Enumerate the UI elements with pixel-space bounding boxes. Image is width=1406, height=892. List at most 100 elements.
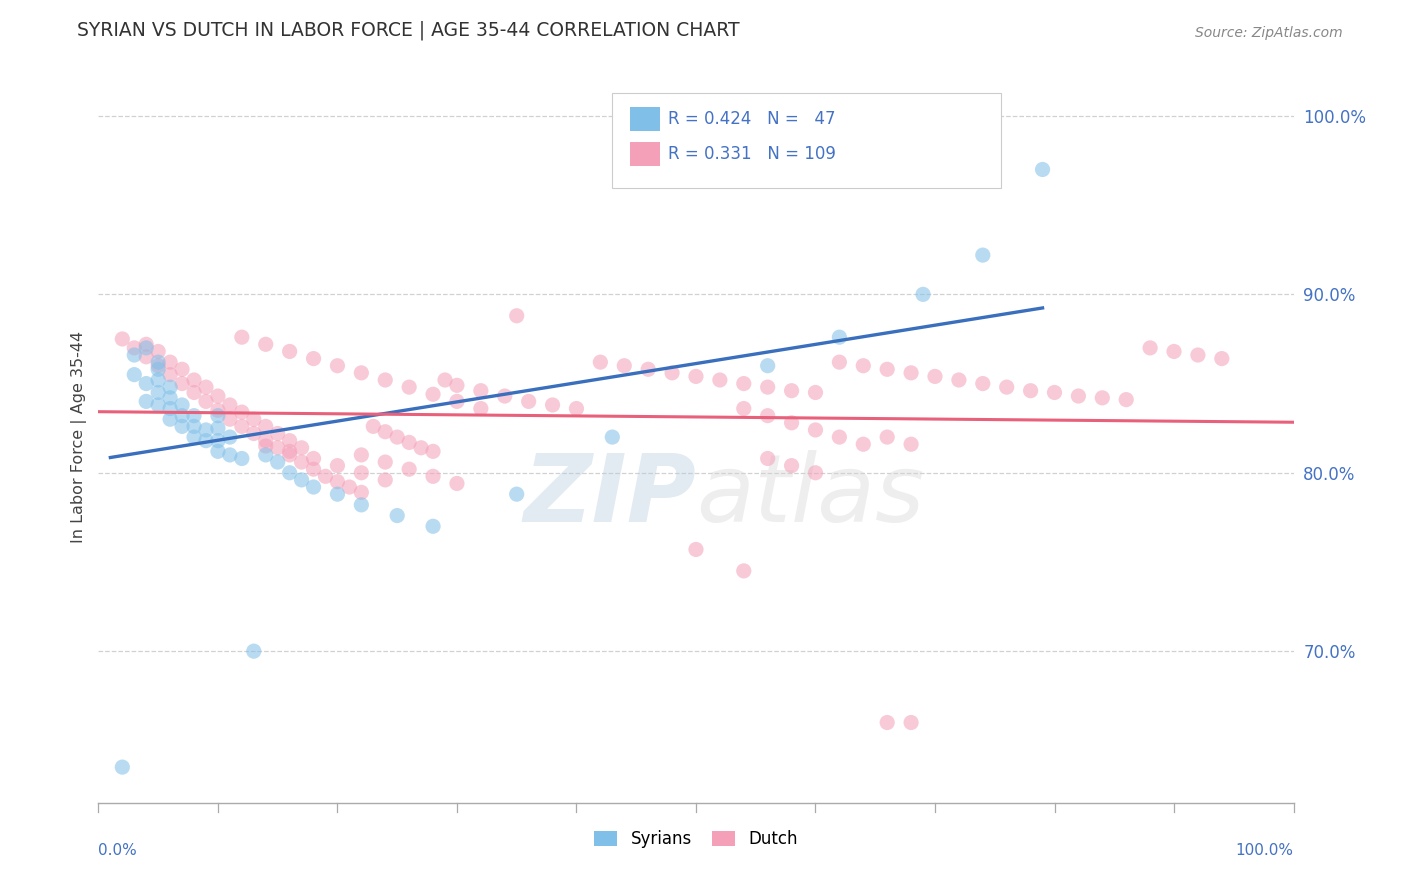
Syrians: [124, 348, 146, 362]
Syrians: [135, 341, 157, 355]
Dutch: [363, 419, 385, 434]
Dutch: [254, 439, 277, 453]
Dutch: [494, 389, 516, 403]
Syrians: [159, 401, 181, 416]
Dutch: [900, 715, 922, 730]
FancyBboxPatch shape: [613, 94, 1001, 188]
Syrians: [602, 430, 624, 444]
Dutch: [756, 409, 779, 423]
Dutch: [517, 394, 540, 409]
Dutch: [350, 448, 373, 462]
Dutch: [422, 444, 444, 458]
Dutch: [756, 380, 779, 394]
Syrians: [172, 419, 194, 434]
Syrians: [148, 398, 170, 412]
Dutch: [148, 344, 170, 359]
Dutch: [159, 368, 181, 382]
Dutch: [1115, 392, 1137, 407]
Dutch: [900, 366, 922, 380]
Syrians: [756, 359, 779, 373]
Dutch: [804, 423, 827, 437]
Dutch: [1043, 385, 1066, 400]
Dutch: [852, 359, 875, 373]
Syrians: [148, 362, 170, 376]
Dutch: [733, 564, 755, 578]
Text: R = 0.424   N =   47: R = 0.424 N = 47: [668, 110, 837, 128]
Dutch: [876, 715, 898, 730]
Dutch: [243, 412, 266, 426]
Dutch: [278, 434, 301, 448]
Dutch: [326, 458, 349, 473]
Text: atlas: atlas: [696, 450, 924, 541]
FancyBboxPatch shape: [630, 107, 661, 130]
Dutch: [278, 444, 301, 458]
Dutch: [1211, 351, 1233, 366]
Dutch: [183, 373, 205, 387]
Dutch: [613, 359, 636, 373]
Dutch: [685, 542, 707, 557]
Dutch: [446, 476, 468, 491]
Syrians: [135, 394, 157, 409]
Dutch: [254, 337, 277, 351]
Dutch: [278, 344, 301, 359]
Syrians: [219, 430, 242, 444]
Dutch: [231, 419, 253, 434]
Syrians: [183, 419, 205, 434]
Syrians: [828, 330, 851, 344]
Dutch: [637, 362, 659, 376]
Dutch: [446, 394, 468, 409]
Text: 100.0%: 100.0%: [1236, 843, 1294, 858]
Syrians: [291, 473, 314, 487]
Syrians: [195, 423, 218, 437]
Dutch: [254, 419, 277, 434]
Legend: Syrians, Dutch: Syrians, Dutch: [588, 823, 804, 855]
Dutch: [254, 434, 277, 448]
Syrians: [111, 760, 134, 774]
Dutch: [135, 337, 157, 351]
Dutch: [385, 430, 409, 444]
Y-axis label: In Labor Force | Age 35-44: In Labor Force | Age 35-44: [72, 331, 87, 543]
Syrians: [183, 430, 205, 444]
Dutch: [422, 387, 444, 401]
Text: ZIP: ZIP: [523, 450, 696, 541]
Dutch: [924, 369, 946, 384]
Dutch: [219, 412, 242, 426]
Dutch: [446, 378, 468, 392]
Dutch: [948, 373, 970, 387]
Syrians: [267, 455, 290, 469]
Dutch: [422, 469, 444, 483]
Dutch: [374, 473, 396, 487]
Text: 0.0%: 0.0%: [98, 843, 138, 858]
Dutch: [1019, 384, 1042, 398]
Syrians: [124, 368, 146, 382]
Syrians: [195, 434, 218, 448]
Dutch: [195, 380, 218, 394]
Dutch: [267, 441, 290, 455]
Dutch: [756, 451, 779, 466]
FancyBboxPatch shape: [630, 143, 661, 166]
Dutch: [780, 416, 803, 430]
Dutch: [876, 362, 898, 376]
Syrians: [385, 508, 409, 523]
Dutch: [876, 430, 898, 444]
Syrians: [302, 480, 325, 494]
Dutch: [804, 466, 827, 480]
Dutch: [339, 480, 361, 494]
Syrians: [148, 373, 170, 387]
Dutch: [374, 373, 396, 387]
Dutch: [219, 398, 242, 412]
Dutch: [685, 369, 707, 384]
Syrians: [350, 498, 373, 512]
Syrians: [172, 398, 194, 412]
Dutch: [243, 426, 266, 441]
Syrians: [326, 487, 349, 501]
Dutch: [172, 362, 194, 376]
Dutch: [541, 398, 564, 412]
Dutch: [111, 332, 134, 346]
Dutch: [183, 385, 205, 400]
Dutch: [302, 451, 325, 466]
Syrians: [159, 380, 181, 394]
Syrians: [207, 409, 229, 423]
Syrians: [159, 412, 181, 426]
Dutch: [506, 309, 529, 323]
